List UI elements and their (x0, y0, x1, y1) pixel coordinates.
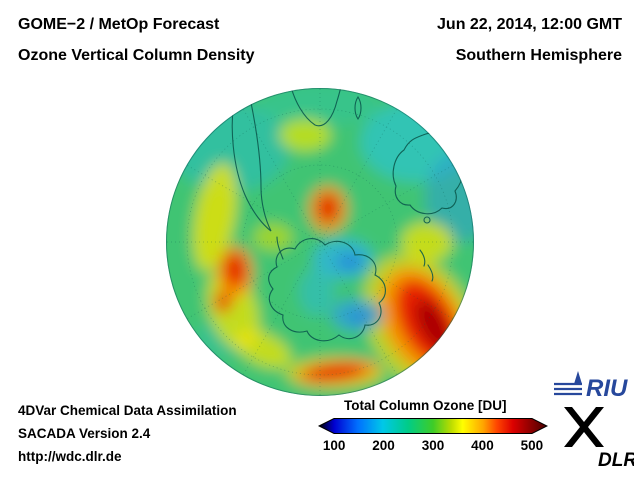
dlr-logo: DLR (560, 403, 637, 474)
ozone-color-field (166, 88, 474, 396)
footer-credits: 4DVar Chemical Data Assimilation SACADA … (18, 399, 237, 468)
colorbar-legend: Total Column Ozone [DU] (318, 398, 548, 454)
tick-200: 200 (372, 438, 395, 453)
tick-400: 400 (471, 438, 494, 453)
madagascar-coastline (354, 96, 362, 120)
colorbar-title: Total Column Ozone [DU] (344, 398, 507, 413)
region-label: Southern Hemisphere (455, 47, 622, 64)
wdc-url-label: http://wdc.dlr.de (18, 449, 122, 464)
dlr-logo-text: DLR (598, 450, 634, 469)
riu-logo-text: RIU (586, 375, 628, 401)
product-title: GOME−2 / MetOp Forecast (18, 16, 220, 33)
tasmania-coastline (423, 216, 431, 224)
latitude-longitude-grid (166, 88, 474, 396)
south-america-coastline (231, 92, 272, 232)
version-label: SACADA Version 2.4 (18, 426, 151, 441)
riu-logo: RIU (552, 369, 638, 406)
antarctic-peninsula-coastline (276, 236, 284, 260)
colorbar-svg (318, 418, 548, 434)
tick-100: 100 (322, 438, 346, 453)
tick-300: 300 (421, 438, 445, 453)
globe-svg (166, 88, 474, 396)
islands-coastline (402, 96, 444, 106)
product-subtitle: Ozone Vertical Column Density (18, 47, 255, 64)
africa-coastline (290, 88, 342, 127)
new-zealand-coastline (419, 249, 434, 282)
header-right: Jun 22, 2014, 12:00 GMT Southern Hemisph… (437, 9, 622, 71)
dlr-logo-icon: DLR (564, 407, 637, 471)
globe-rim (166, 88, 474, 396)
assimilation-label: 4DVar Chemical Data Assimilation (18, 403, 237, 418)
tick-500: 500 (520, 438, 544, 453)
colorbar-ticks: 100 200 300 400 500 (318, 438, 548, 454)
ozone-map-globe (165, 87, 475, 397)
antarctica-coastline (268, 238, 386, 342)
riu-logo-icon: RIU (554, 371, 628, 402)
header-left: GOME−2 / MetOp Forecast Ozone Vertical C… (18, 9, 255, 71)
colorbar-gradient-bar (318, 418, 548, 434)
datetime-label: Jun 22, 2014, 12:00 GMT (437, 16, 622, 33)
